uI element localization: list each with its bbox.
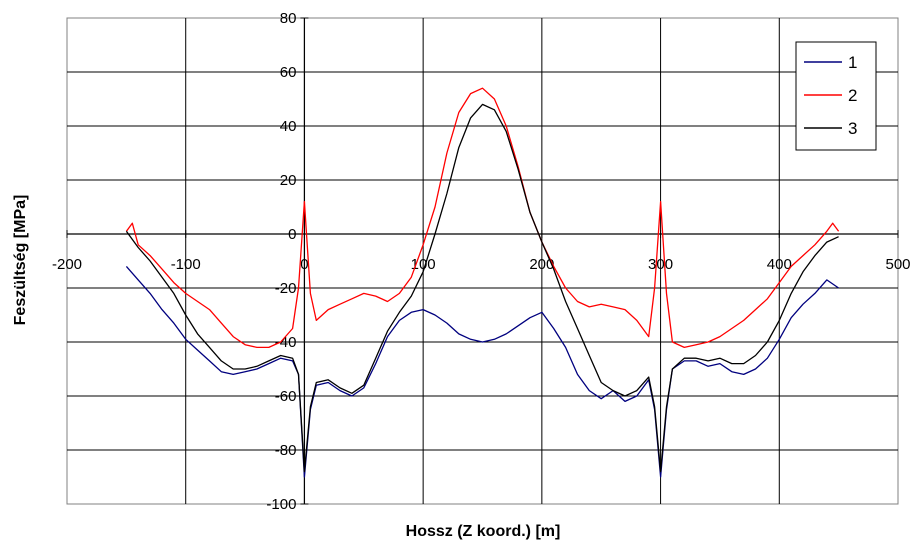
legend-label-2: 2 — [848, 86, 857, 105]
y-axis-title: Feszültség [MPa] — [12, 195, 29, 326]
x-tick-label: 0 — [300, 256, 308, 273]
y-tick-label: 20 — [280, 172, 297, 189]
legend-label-3: 3 — [848, 119, 857, 138]
plot-area — [66, 17, 899, 505]
y-tick-labels: 80 60 40 20 0 -20 -40 -60 -80 -100 — [266, 10, 296, 513]
legend: 1 2 3 — [795, 41, 877, 151]
y-tick-label: -40 — [275, 334, 297, 351]
series-2-line — [125, 87, 840, 349]
y-tick-label: -100 — [266, 496, 296, 513]
x-tick-label: -100 — [171, 256, 201, 273]
axes — [66, 17, 899, 505]
x-tick-label: 400 — [767, 256, 792, 273]
y-tick-label: 60 — [280, 64, 297, 81]
x-tick-label: 300 — [648, 256, 673, 273]
y-tick-label: 40 — [280, 118, 297, 135]
y-tick-label: -80 — [275, 442, 297, 459]
legend-label-1: 1 — [848, 53, 857, 72]
x-tick-label: -200 — [52, 256, 82, 273]
x-tick-label: 200 — [529, 256, 554, 273]
y-tick-label: 80 — [280, 10, 297, 27]
x-tick-labels: -200 -100 0 100 200 300 400 500 — [52, 256, 911, 273]
series-lines — [125, 87, 840, 478]
x-axis-title: Hossz (Z koord.) [m] — [406, 523, 561, 540]
plot-frame — [66, 17, 899, 505]
series-1-line — [125, 265, 839, 478]
x-tick-label: 500 — [885, 256, 910, 273]
y-tick-label: -20 — [275, 280, 297, 297]
legend-box — [795, 41, 877, 151]
y-tick-label: 0 — [288, 226, 296, 243]
y-tick-label: -60 — [275, 388, 297, 405]
series-3-line — [125, 103, 839, 473]
